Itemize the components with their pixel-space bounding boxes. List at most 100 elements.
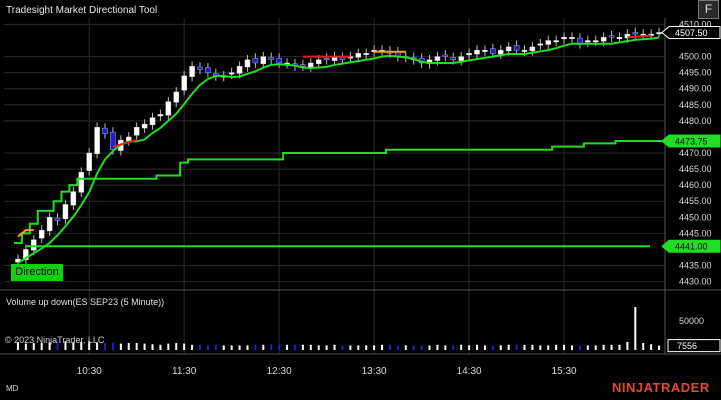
volume-bar — [634, 307, 637, 350]
candle-body — [157, 114, 164, 117]
volume-bar — [555, 344, 558, 350]
volume-bar — [357, 345, 360, 350]
candle-body — [173, 91, 179, 103]
volume-bar — [111, 342, 114, 350]
volume-bar — [618, 344, 621, 350]
orange-segment — [17, 229, 34, 238]
volume-bar — [365, 345, 368, 350]
volume-bar — [341, 345, 344, 350]
candle-body — [308, 62, 314, 68]
volume-bar — [64, 341, 67, 350]
price-label-box — [661, 239, 721, 253]
candle-body — [450, 57, 456, 60]
volume-bar — [468, 345, 471, 350]
candle-body — [600, 37, 607, 42]
volume-bar — [523, 344, 526, 350]
volume-bar — [286, 344, 289, 350]
candle-body — [442, 54, 449, 57]
volume-bar — [602, 344, 605, 350]
candle-body — [482, 49, 488, 52]
candle-body — [141, 123, 148, 129]
candle-body — [513, 45, 520, 51]
candle-body — [110, 131, 116, 150]
candle-body — [505, 46, 512, 52]
volume-bar — [420, 345, 423, 350]
volume-bar — [254, 344, 257, 350]
price-tick-label: 4485.00 — [679, 100, 712, 110]
price-tick-label: 4490.00 — [679, 84, 712, 94]
volume-panel-title: Volume up down(ES SEP23 (5 Minute)) — [6, 297, 165, 307]
red-segment — [627, 34, 652, 39]
price-tick-label: 4460.00 — [679, 180, 712, 190]
volume-bar — [40, 343, 43, 350]
volume-bar — [499, 345, 502, 350]
candle-body — [624, 33, 631, 39]
volume-bar — [32, 343, 35, 350]
candle-body — [189, 66, 195, 77]
time-tick-label: 13:30 — [362, 366, 387, 377]
volume-bar — [610, 344, 613, 350]
candle-body — [102, 127, 108, 134]
volume-bar — [404, 345, 407, 350]
price-label-box — [661, 134, 721, 148]
volume-current-box — [667, 339, 721, 353]
price-tick-label: 4495.00 — [679, 68, 712, 78]
volume-bar — [626, 341, 629, 350]
candlesticks — [15, 27, 662, 268]
candle-body — [260, 56, 267, 65]
volume-bar — [214, 344, 217, 350]
volume-bar — [650, 344, 653, 350]
price-tick-label: 4450.00 — [679, 212, 712, 222]
volume-bar — [222, 345, 225, 350]
volume-bar — [381, 344, 384, 350]
f-button[interactable]: F — [698, 0, 719, 19]
candle-body — [197, 66, 203, 70]
volume-bar — [578, 345, 581, 350]
candle-body — [276, 57, 282, 64]
volume-bar — [349, 345, 352, 350]
time-tick-label: 11:30 — [172, 366, 197, 377]
candle-body — [458, 56, 464, 61]
volume-bar — [563, 344, 566, 350]
candle-body — [149, 117, 156, 126]
volume-bar — [452, 345, 455, 350]
candle-body — [545, 40, 551, 45]
candle-body — [656, 32, 662, 35]
volume-bar — [175, 343, 178, 350]
volume-bar — [373, 345, 376, 350]
candle-body — [236, 66, 243, 74]
volume-bar — [119, 343, 122, 350]
candle-body — [561, 37, 567, 40]
volume-bar — [388, 344, 391, 350]
candle-body — [529, 46, 536, 52]
candle-body — [608, 35, 615, 38]
step-trend-line — [14, 139, 663, 244]
grid-lines — [4, 18, 665, 354]
volume-bar — [293, 344, 296, 350]
volume-bar — [333, 344, 336, 350]
candle-body — [355, 53, 362, 58]
candle-body — [521, 49, 528, 52]
volume-bar — [143, 343, 146, 350]
volume-bar — [191, 344, 194, 350]
price-label-text: 4507.50 — [675, 28, 708, 38]
candle-body — [23, 249, 29, 261]
candle-body — [165, 101, 172, 116]
volume-bar — [476, 344, 479, 350]
candle-body — [126, 136, 132, 142]
candle-body — [466, 53, 472, 56]
volume-bar — [80, 341, 83, 350]
volume-bar — [460, 344, 463, 350]
volume-bar — [444, 345, 447, 350]
price-tick-label: 4430.00 — [679, 277, 712, 287]
candle-body — [315, 59, 322, 65]
volume-bar — [483, 345, 486, 350]
price-label-text: 4473.75 — [675, 136, 708, 146]
candle-body — [537, 43, 544, 46]
volume-bar — [547, 345, 550, 350]
volume-bar — [88, 341, 91, 350]
volume-bar — [594, 345, 597, 350]
candle-body — [592, 40, 599, 43]
candle-body — [585, 40, 591, 43]
